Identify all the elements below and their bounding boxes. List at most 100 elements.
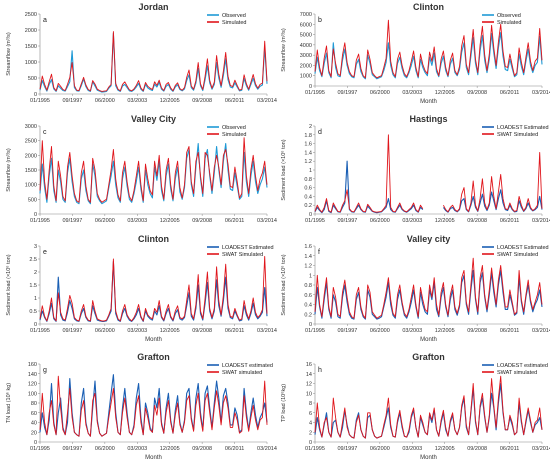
chart-a-x-tick-label: 06/2011	[225, 98, 244, 104]
chart-f-legend-label-0: LOADEST Estimated	[497, 245, 549, 251]
chart-c-x-tick-label: 09/1997	[62, 218, 82, 224]
chart-h-x-tick-label: 06/2000	[370, 446, 390, 452]
chart-g-x-tick-label: 06/2000	[95, 446, 115, 452]
chart-b-y-tick-label: 6000	[300, 22, 312, 28]
chart-c-title: Valley City	[131, 114, 176, 124]
chart-g-x-label: Month	[145, 455, 162, 461]
chart-d-x-tick-label: 03/2003	[402, 218, 422, 224]
chart-g-y-tick-label: 40	[31, 421, 37, 427]
chart-h-panel-letter: h	[318, 367, 322, 374]
chart-h-x-tick-label: 09/2008	[467, 446, 487, 452]
panel-b: b Clinton 0 1000 2000 3000 4000 5000 6000 7000 Str…	[275, 0, 550, 112]
chart-e-series-1-line	[39, 255, 268, 322]
chart-d-y-tick-label: 0.4	[304, 194, 312, 200]
chart-d-y-tick-label: 0.8	[304, 177, 312, 183]
chart-c: c Valley City 0 500 1000 1500 2000 2500 3000 Stre…	[6, 114, 277, 224]
chart-g-x-tick-label: 09/2008	[192, 446, 212, 452]
panel-f: f Valley city 0 0.2 0.4 0.6 0.8 1 1.2 1.4 1.6 Sedim…	[275, 232, 550, 350]
chart-h-y-label: TP load (10⁶kg)	[280, 384, 287, 422]
chart-f-y-tick-label: 1.6	[304, 244, 312, 250]
chart-b-legend-label-1: Simulated	[497, 20, 521, 26]
chart-h-x-label: Month	[420, 455, 437, 461]
chart-a-series-1-line	[39, 31, 268, 92]
chart-f-panel-letter: f	[318, 249, 320, 256]
chart-c-x-tick-label: 01/1995	[30, 218, 50, 224]
chart-h: h Grafton 0 2 4 6 8 10 12 14 16 TP load (10⁶kg) 01/1…	[280, 352, 550, 461]
chart-g-y-tick-label: 0	[34, 440, 37, 446]
chart-g-legend-label-0: LOADEST estimated	[222, 363, 273, 369]
chart-b-x-tick-label: 09/1997	[337, 90, 357, 96]
chart-g-x-tick-label: 03/2014	[257, 446, 277, 452]
chart-h-y-tick-label: 0	[309, 440, 312, 446]
chart-d-x-tick-label: 09/1997	[337, 218, 357, 224]
chart-a-legend-label-1: Simulated	[222, 20, 246, 26]
chart-b-x-tick-label: 12/2005	[435, 90, 455, 96]
chart-d-x-tick-label: 06/2000	[370, 218, 390, 224]
chart-c-y-tick-label: 1000	[25, 183, 37, 189]
chart-f-x-tick-label: 09/1997	[337, 328, 357, 334]
chart-d-x-tick-label: 09/2008	[467, 218, 487, 224]
chart-b-x-tick-label: 06/2000	[370, 90, 390, 96]
chart-g-title: Grafton	[137, 352, 170, 362]
chart-e-x-tick-label: 06/2011	[225, 328, 244, 334]
chart-e-title: Clinton	[138, 234, 169, 244]
chart-g-y-tick-label: 100	[28, 391, 37, 397]
chart-f-y-tick-label: 0.6	[304, 293, 312, 299]
chart-g-panel-letter: g	[43, 367, 47, 374]
chart-d-x-tick-label: 12/2005	[435, 218, 455, 224]
chart-c-y-tick-label: 2500	[25, 139, 37, 145]
chart-h-y-tick-label: 6	[309, 411, 312, 417]
chart-c-y-tick-label: 2000	[25, 153, 37, 159]
chart-e-x-tick-label: 12/2005	[160, 328, 180, 334]
chart-d-title: Hastings	[409, 114, 447, 124]
chart-h-y-tick-label: 12	[306, 382, 312, 388]
chart-c-y-tick-label: 0	[34, 212, 37, 218]
chart-d-legend-label-1: SWAT Simulated	[497, 132, 538, 138]
chart-a-legend-label-0: Observed	[222, 13, 246, 19]
chart-e-x-tick-label: 09/2008	[192, 328, 212, 334]
chart-e-y-tick-label: 3	[34, 244, 37, 250]
chart-g-x-tick-label: 12/2005	[160, 446, 180, 452]
chart-d-y-tick-label: 1	[309, 168, 312, 174]
panel-d: d Hastings 0 0.2 0.4 0.6 0.8 1 1.2 1.4 1.6 1.8 2 Sedi…	[275, 112, 550, 232]
chart-d-y-tick-label: 0.2	[304, 203, 312, 209]
chart-g-legend-label-1: SWAT simulated	[222, 370, 262, 376]
chart-b-x-tick-label: 01/1995	[305, 90, 325, 96]
chart-f-x-tick-label: 12/2005	[435, 328, 455, 334]
chart-a-y-tick-label: 2000	[25, 28, 37, 34]
chart-b-x-tick-label: 09/2008	[467, 90, 487, 96]
chart-g-series-1-line	[39, 375, 268, 437]
panel-e: e Clinton 0 0.5 1 1.5 2 2.5 3 Sediment load (×10⁶…	[0, 232, 277, 350]
chart-g-x-tick-label: 01/1995	[30, 446, 50, 452]
chart-e-x-tick-label: 09/1997	[62, 328, 82, 334]
chart-a-panel-letter: a	[43, 17, 47, 24]
chart-d-x-tick-label: 06/2011	[500, 218, 519, 224]
chart-h-x-tick-label: 06/2011	[500, 446, 519, 452]
chart-a-x-tick-label: 03/2003	[127, 98, 147, 104]
chart-h-y-tick-label: 8	[309, 401, 312, 407]
chart-d-panel-letter: d	[318, 129, 322, 136]
chart-h-title: Grafton	[412, 352, 445, 362]
chart-e-y-tick-label: 2.5	[29, 257, 37, 263]
chart-h-legend-label-0: LOADEST estimated	[497, 363, 548, 369]
chart-d-y-tick-label: 1.4	[304, 150, 312, 156]
chart-h-x-tick-label: 03/2003	[402, 446, 422, 452]
panel-c: c Valley City 0 500 1000 1500 2000 2500 3000 Stre…	[0, 112, 277, 232]
chart-f-legend-label-1: SWAT Simulated	[497, 252, 538, 258]
chart-h-y-tick-label: 4	[309, 421, 312, 427]
chart-f-y-tick-label: 1	[309, 273, 312, 279]
chart-b-legend-label-0: Observed	[497, 13, 521, 19]
chart-b-y-tick-label: 2000	[300, 63, 312, 69]
chart-b-y-tick-label: 7000	[300, 12, 312, 18]
chart-d-legend-label-0: LOADEST Estimated	[497, 125, 549, 131]
chart-b-y-tick-label: 4000	[300, 43, 312, 49]
chart-c-x-tick-label: 12/2005	[160, 218, 180, 224]
chart-h-x-tick-label: 12/2005	[435, 446, 455, 452]
chart-d-series-1-line	[314, 134, 543, 213]
chart-c-x-tick-label: 06/2000	[95, 218, 115, 224]
chart-b-y-tick-label: 5000	[300, 33, 312, 39]
chart-c-x-tick-label: 03/2003	[127, 218, 147, 224]
chart-e-y-tick-label: 1.5	[29, 283, 37, 289]
chart-e-y-tick-label: 0.5	[29, 309, 37, 315]
chart-g-y-tick-label: 80	[31, 401, 37, 407]
